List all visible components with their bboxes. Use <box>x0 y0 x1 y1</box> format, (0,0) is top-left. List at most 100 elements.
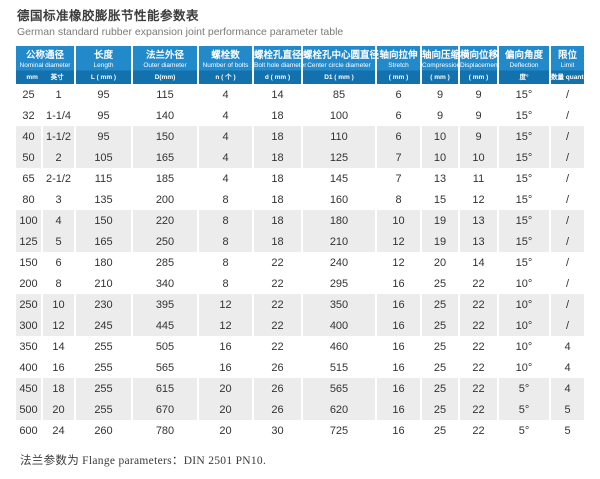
table-cell: 500 <box>16 399 41 420</box>
table-cell: / <box>551 84 584 105</box>
table-cell: 13 <box>460 231 497 252</box>
table-cell: 10° <box>499 315 549 336</box>
table-cell: 18 <box>254 210 301 231</box>
table-cell: 16 <box>377 336 420 357</box>
table-cell: / <box>551 294 584 315</box>
table-cell: 40 <box>16 126 41 147</box>
table-cell: 14 <box>460 252 497 273</box>
table-cell: 20 <box>199 399 252 420</box>
table-cell: 135 <box>76 189 131 210</box>
table-cell: 395 <box>133 294 197 315</box>
table-cell: 400 <box>303 315 375 336</box>
table-cell: 670 <box>133 399 197 420</box>
table-cell: 12 <box>460 189 497 210</box>
table-cell: 80 <box>16 189 41 210</box>
table-cell: 25 <box>16 84 41 105</box>
table-cell: 16 <box>377 294 420 315</box>
table-cell: 14 <box>43 336 74 357</box>
table-cell: 16 <box>377 315 420 336</box>
table-cell: 10 <box>422 147 458 168</box>
table-cell: 32 <box>16 105 41 126</box>
table-cell: 8 <box>199 252 252 273</box>
table-cell: 16 <box>377 420 420 441</box>
table-cell: 65 <box>16 168 41 189</box>
table-cell: 13 <box>460 210 497 231</box>
table-cell: 565 <box>133 357 197 378</box>
table-cell: 245 <box>76 315 131 336</box>
table-cell: 5 <box>43 231 74 252</box>
table-cell: 115 <box>133 84 197 105</box>
table-cell: 11 <box>460 168 497 189</box>
table-cell: 15° <box>499 126 549 147</box>
parameter-table: 公称通径 Nominal diameter mm 英寸 长度 Length L … <box>14 46 591 441</box>
table-cell: 115 <box>76 168 131 189</box>
table-cell: 26 <box>254 357 301 378</box>
table-cell: 165 <box>133 147 197 168</box>
table-row: 400 16 255 565 16 26 515 16 25 22 10° 4 <box>16 357 584 378</box>
table-row: 450 18 255 615 20 26 565 16 25 22 5° 4 <box>16 378 584 399</box>
table-cell: 105 <box>76 147 131 168</box>
table-cell: 25 <box>422 294 458 315</box>
table-cell: 4 <box>199 126 252 147</box>
table-cell: 150 <box>133 126 197 147</box>
table-cell: 18 <box>254 168 301 189</box>
col-header-deflection: 偏向角度 Deflection 度° <box>499 46 549 84</box>
table-cell: / <box>551 147 584 168</box>
table-cell: 340 <box>133 273 197 294</box>
table-cell: 260 <box>76 420 131 441</box>
table-cell: 22 <box>460 315 497 336</box>
table-cell: 12 <box>199 315 252 336</box>
table-header-row: 公称通径 Nominal diameter mm 英寸 长度 Length L … <box>16 46 591 84</box>
table-cell: 5° <box>499 378 549 399</box>
table-cell: 22 <box>460 378 497 399</box>
table-cell: 22 <box>254 273 301 294</box>
table-cell: 16 <box>199 336 252 357</box>
table-row: 350 14 255 505 16 22 460 16 25 22 10° 4 <box>16 336 584 357</box>
table-cell: / <box>551 273 584 294</box>
table-row: 300 12 245 445 12 22 400 16 25 22 10° / <box>16 315 584 336</box>
page-title-en: German standard rubber expansion joint p… <box>17 26 344 38</box>
table-cell: 5 <box>551 420 584 441</box>
col-header-center-circle-diameter: 螺栓孔中心圆直径 Center circle diameter D1 ( mm … <box>303 46 379 84</box>
table-cell: 22 <box>460 357 497 378</box>
table-cell: 20 <box>199 378 252 399</box>
table-cell: 16 <box>199 357 252 378</box>
table-cell: 6 <box>377 126 420 147</box>
table-cell: 1-1/4 <box>43 105 74 126</box>
table-cell: 460 <box>303 336 375 357</box>
table-cell: 445 <box>133 315 197 336</box>
table-cell: 10 <box>377 210 420 231</box>
table-cell: 350 <box>303 294 375 315</box>
table-cell: 95 <box>76 84 131 105</box>
table-row: 125 5 165 250 8 18 210 12 19 13 15° / <box>16 231 584 252</box>
table-cell: 100 <box>16 210 41 231</box>
table-cell: 565 <box>303 378 375 399</box>
table-cell: 25 <box>422 420 458 441</box>
flange-parameters-note: 法兰参数为 Flange parameters：DIN 2501 PN10. <box>20 455 267 467</box>
table-cell: 18 <box>254 126 301 147</box>
table-cell: 250 <box>16 294 41 315</box>
table-cell: 4 <box>199 84 252 105</box>
table-cell: 24 <box>43 420 74 441</box>
table-cell: 4 <box>199 147 252 168</box>
table-cell: 19 <box>422 210 458 231</box>
col-header-outer-diameter: 法兰外径 Outer diameter D(mm) <box>133 46 197 84</box>
table-cell: 9 <box>422 84 458 105</box>
table-cell: / <box>551 189 584 210</box>
table-cell: 22 <box>460 399 497 420</box>
table-cell: / <box>551 126 584 147</box>
table-cell: 295 <box>303 273 375 294</box>
table-cell: 6 <box>377 105 420 126</box>
table-cell: 780 <box>133 420 197 441</box>
table-cell: 18 <box>254 189 301 210</box>
table-cell: 125 <box>16 231 41 252</box>
table-cell: 10 <box>460 147 497 168</box>
table-cell: 250 <box>133 231 197 252</box>
table-cell: 6 <box>43 252 74 273</box>
table-row: 50 2 105 165 4 18 125 7 10 10 15° / <box>16 147 584 168</box>
table-cell: 9 <box>460 105 497 126</box>
table-cell: 12 <box>377 252 420 273</box>
table-cell: 150 <box>16 252 41 273</box>
table-cell: 5° <box>499 420 549 441</box>
